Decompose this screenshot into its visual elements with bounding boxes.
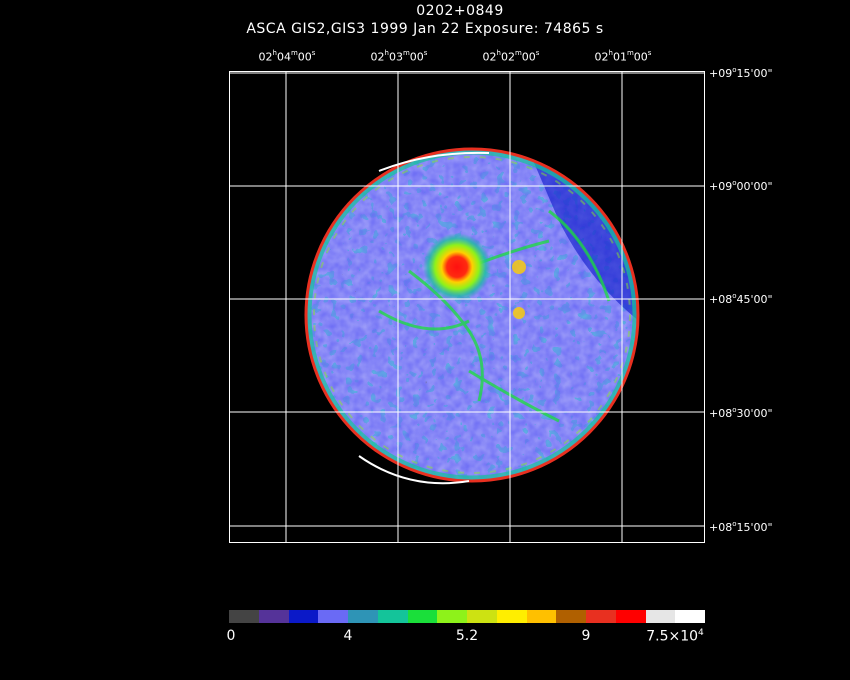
colorbar-label: 4 [343,628,353,644]
dec-tick-label: +08o45'00" [709,292,773,306]
colorbar-swatch [318,610,348,623]
colorbar-swatch [645,610,676,623]
colorbar-label: 7.5×104 [646,628,704,645]
colorbar-swatch [556,610,586,623]
colorbar-label: 0 [226,628,236,644]
bright-xray-source [423,233,491,301]
colorbar-swatch [437,610,467,623]
colorbar-swatch [675,610,705,623]
detector-edge [304,147,640,483]
colorbar-swatch [229,610,259,623]
colorbar-swatch [467,610,497,623]
ra-tick-label: 02h03m00s [370,49,428,64]
ra-tick-label: 02h04m00s [258,49,316,64]
coordinate-grid [229,71,705,543]
dec-tick-label: +09o00'00" [709,179,773,193]
ra-tick-label: 02h02m00s [482,49,540,64]
field-of-view [306,149,638,481]
colorbar-swatch [288,610,319,623]
colorbar-swatch [407,610,438,623]
colorbar-swatch [615,610,646,623]
colorbar-swatch [348,610,378,623]
dec-tick-label: +09o15'00" [709,66,773,80]
dec-tick-label: +08o30'00" [709,406,773,420]
colorbar-label: 5.2 [455,628,479,644]
colorbar-swatch [258,610,289,623]
colorbar-swatch [496,610,527,623]
colorbar [229,610,705,623]
colorbar-label: 9 [581,628,591,644]
colorbar-swatch [377,610,408,623]
dec-tick-label: +08o15'00" [709,520,773,534]
xray-image-plot [229,71,705,543]
observation-info: ASCA GIS2,GIS3 1999 Jan 22 Exposure: 748… [246,21,604,37]
colorbar-swatch [586,610,616,623]
colorbar-swatch [526,610,557,623]
ra-tick-label: 02h01m00s [594,49,652,64]
source-title: 0202+0849 [416,3,504,19]
